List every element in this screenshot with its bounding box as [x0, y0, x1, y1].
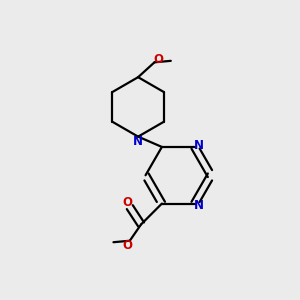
- Text: N: N: [194, 199, 204, 212]
- Text: O: O: [122, 196, 132, 209]
- Text: O: O: [122, 239, 132, 252]
- Text: N: N: [194, 139, 204, 152]
- Text: O: O: [153, 53, 163, 66]
- Text: N: N: [133, 136, 143, 148]
